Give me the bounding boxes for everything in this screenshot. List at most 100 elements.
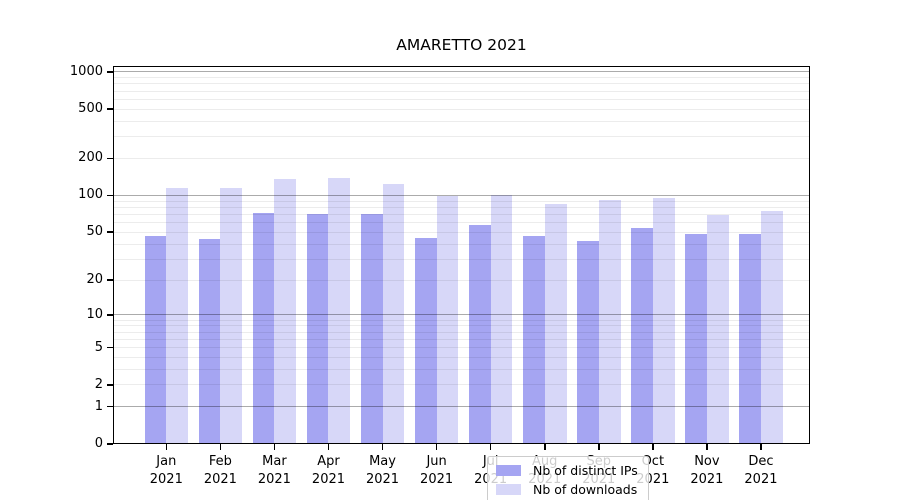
y-tick-mark [107,194,113,197]
gridline-minor [113,243,810,245]
legend-swatch [496,484,521,495]
x-tick-label-mar: Mar 2021 [257,454,291,487]
gridline-minor [113,98,810,100]
gridline-minor [113,356,810,358]
gridline-minor [113,200,810,202]
gridline-minor [113,231,810,233]
gridline-minor [113,206,810,208]
y-tick-label: 10 [86,306,103,322]
y-tick-mark [107,346,113,349]
x-tick-mark [652,444,654,450]
legend-swatch [496,465,521,476]
gridline-minor [113,120,810,122]
bar-downloads-jun [436,196,459,444]
y-tick-mark [107,314,113,316]
x-tick-label-jan: Jan 2021 [149,454,183,487]
bar-distinct-ips-nov [685,234,707,444]
gridline-major [113,71,810,73]
gridline-minor [113,77,810,79]
bar-distinct-ips-oct [631,228,653,444]
y-tick-mark [107,71,113,73]
bar-distinct-ips-may [360,214,383,444]
gridline-minor [113,331,810,333]
legend-row: Nb of downloads [496,482,638,497]
gridline-minor [113,319,810,321]
bars-layer [113,66,810,444]
x-tick-label-nov: Nov 2021 [690,454,724,487]
gridline-minor [113,213,810,215]
bar-downloads-dec [760,210,783,444]
y-tick-label: 1 [94,398,103,414]
grid-layer [113,66,810,444]
bar-distinct-ips-jan [144,235,167,444]
bar-distinct-ips-jul [468,225,491,444]
x-tick-mark [597,444,600,450]
x-tick-mark [489,444,492,450]
y-tick-mark [107,231,113,234]
y-tick-label: 1000 [69,63,103,79]
y-tick-mark [107,405,113,408]
bar-downloads-nov [706,215,729,444]
x-tick-mark [165,444,168,450]
bar-downloads-apr [328,178,351,444]
y-tick-mark [107,157,113,160]
y-tick-label: 500 [78,101,103,117]
bar-distinct-ips-sep [576,241,599,444]
gridline-minor [113,90,810,92]
gridline-minor [113,368,810,370]
x-tick-label-dec: Dec 2021 [744,454,778,487]
bar-downloads-sep [598,200,621,444]
x-tick-mark [543,444,546,450]
bar-distinct-ips-mar [252,212,275,444]
legend-row: Nb of distinct IPs [496,463,638,478]
y-tick-mark [107,279,113,281]
y-tick-label: 100 [78,187,103,203]
y-tick-label: 5 [94,339,103,355]
chart-title: AMARETTO 2021 [396,36,527,54]
x-tick-mark [435,444,438,450]
legend-label: Nb of distinct IPs [533,463,638,478]
y-tick-label: 2 [94,376,103,392]
gridline-minor [113,157,810,159]
gridline-minor [113,83,810,85]
gridline-major [113,194,810,196]
gridline-major [113,406,810,408]
bar-downloads-may [382,183,405,444]
gridline-minor [113,347,810,348]
x-tick-mark [219,444,222,450]
bar-distinct-ips-apr [306,214,329,444]
x-tick-label-apr: Apr 2021 [311,454,346,487]
x-tick-mark [706,444,708,450]
y-tick-label: 50 [86,224,103,240]
y-tick-mark [107,384,113,386]
y-tick-label: 20 [86,272,103,288]
gridline-minor [113,108,810,110]
bar-distinct-ips-feb [198,239,221,444]
bar-downloads-mar [274,178,297,444]
x-tick-mark [381,444,384,450]
gridline-minor [113,279,810,281]
gridline-minor [113,258,810,260]
gridline-minor [113,384,810,386]
x-tick-label-jun: Jun 2021 [420,454,454,487]
legend: Nb of distinct IPs Nb of downloads [487,456,649,500]
y-tick-label: 200 [78,150,103,166]
y-tick-mark [107,443,113,445]
y-tick-label: 0 [94,436,103,451]
plot-area: Nb of distinct IPs Nb of downloads [113,66,810,500]
x-tick-label-may: May 2021 [365,454,400,487]
x-tick-mark [327,444,330,450]
gridline-minor [113,338,810,340]
bar-downloads-aug [544,204,567,444]
x-tick-mark [760,444,762,450]
bar-downloads-jan [166,188,189,444]
gridline-minor [113,222,810,224]
bar-distinct-ips-dec [739,234,761,444]
bar-distinct-ips-jun [414,237,437,444]
gridline-major [113,314,810,316]
x-tick-mark [273,444,276,450]
x-tick-label-feb: Feb 2021 [203,454,237,487]
bar-downloads-feb [220,188,243,444]
bar-downloads-oct [652,197,675,444]
